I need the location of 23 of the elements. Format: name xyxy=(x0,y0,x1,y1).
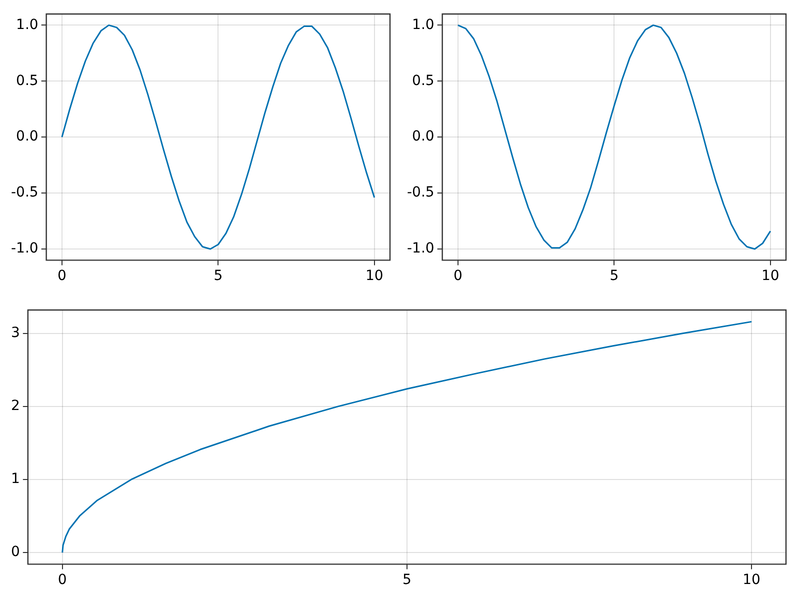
y-tick-label: -0.5 xyxy=(10,184,38,201)
x-tick-label: 5 xyxy=(402,572,412,588)
y-tick-label: 1.0 xyxy=(412,16,434,33)
y-tick-label: -0.5 xyxy=(406,184,434,201)
y-tick-label: 0.5 xyxy=(16,72,38,89)
y-tick-label: 1.0 xyxy=(16,16,38,33)
x-tick-label: 5 xyxy=(214,268,223,284)
y-tick-label: 0.5 xyxy=(412,72,434,89)
y-tick-label: 0.0 xyxy=(412,128,434,145)
x-tick-label: 10 xyxy=(761,268,780,284)
y-tick-label: 0.0 xyxy=(16,128,38,145)
y-tick-label: 1 xyxy=(10,471,20,488)
y-tick-label: 3 xyxy=(10,325,20,342)
x-tick-label: 10 xyxy=(742,572,760,588)
x-tick-label: 5 xyxy=(610,268,619,284)
y-tick-label: 0 xyxy=(10,544,20,560)
x-tick-label: 0 xyxy=(453,268,462,284)
y-tick-label: -1.0 xyxy=(10,240,38,257)
y-tick-label: 2 xyxy=(10,398,20,414)
y-tick-label: -1.0 xyxy=(406,240,434,257)
x-tick-label: 10 xyxy=(365,268,384,284)
x-tick-label: 0 xyxy=(58,572,67,588)
x-tick-label: 0 xyxy=(57,268,66,284)
